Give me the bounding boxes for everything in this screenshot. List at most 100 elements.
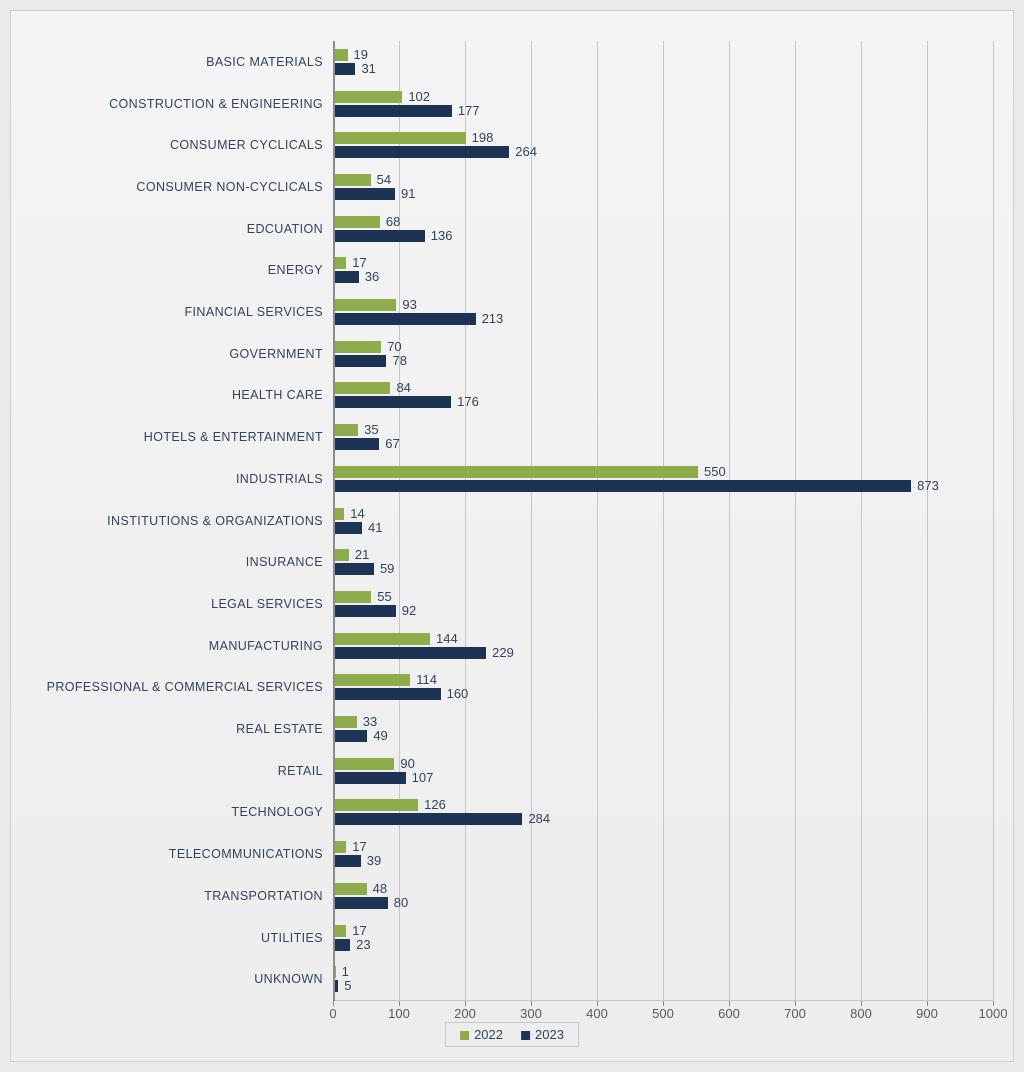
x-tick-label: 0 xyxy=(329,1006,336,1021)
category-group: CONSTRUCTION & ENGINEERING102177 xyxy=(333,83,993,125)
bar-2023 xyxy=(335,230,425,242)
bar-2022 xyxy=(335,591,371,603)
bar-2023 xyxy=(335,146,509,158)
grid-line xyxy=(993,41,994,1001)
bar-value-2023: 41 xyxy=(368,520,382,535)
bar-value-2023: 107 xyxy=(412,770,434,785)
category-group: INDUSTRIALS550873 xyxy=(333,458,993,500)
category-group: MANUFACTURING144229 xyxy=(333,625,993,667)
bar-2022 xyxy=(335,216,380,228)
bar-2022 xyxy=(335,174,371,186)
bar-2022 xyxy=(335,257,346,269)
x-tick-label: 800 xyxy=(850,1006,872,1021)
category-label: EDCUATION xyxy=(13,222,323,236)
bar-2023 xyxy=(335,522,362,534)
bar-2023 xyxy=(335,563,374,575)
bar-value-2022: 19 xyxy=(354,47,368,62)
x-tick-label: 300 xyxy=(520,1006,542,1021)
category-label: INSTITUTIONS & ORGANIZATIONS xyxy=(13,514,323,528)
bar-value-2023: 23 xyxy=(356,937,370,952)
bar-2022 xyxy=(335,91,402,103)
x-tick-label: 100 xyxy=(388,1006,410,1021)
bar-value-2023: 80 xyxy=(394,895,408,910)
x-tick-label: 600 xyxy=(718,1006,740,1021)
category-group: TRANSPORTATION4880 xyxy=(333,875,993,917)
bar-value-2022: 48 xyxy=(373,881,387,896)
bar-2022 xyxy=(335,758,394,770)
bar-2022 xyxy=(335,883,367,895)
bar-2023 xyxy=(335,772,406,784)
bar-2023 xyxy=(335,480,911,492)
bar-value-2022: 14 xyxy=(350,506,364,521)
bar-value-2023: 5 xyxy=(344,978,351,993)
legend-label-2023: 2023 xyxy=(535,1027,564,1042)
bar-2022 xyxy=(335,925,346,937)
bar-2022 xyxy=(335,674,410,686)
legend-item-2023: 2023 xyxy=(521,1027,564,1042)
category-label: ENERGY xyxy=(13,263,323,277)
category-label: UNKNOWN xyxy=(13,972,323,986)
bar-value-2022: 17 xyxy=(352,255,366,270)
category-group: HEALTH CARE84176 xyxy=(333,375,993,417)
x-tick-label: 500 xyxy=(652,1006,674,1021)
bar-value-2023: 213 xyxy=(482,311,504,326)
category-label: PROFESSIONAL & COMMERCIAL SERVICES xyxy=(13,680,323,694)
category-group: UNKNOWN15 xyxy=(333,958,993,1000)
category-group: BASIC MATERIALS1931 xyxy=(333,41,993,83)
bar-value-2023: 39 xyxy=(367,853,381,868)
category-group: FINANCIAL SERVICES93213 xyxy=(333,291,993,333)
category-group: INSURANCE2159 xyxy=(333,541,993,583)
x-tick-label: 900 xyxy=(916,1006,938,1021)
bar-value-2023: 264 xyxy=(515,144,537,159)
chart-frame: 01002003004005006007008009001000BASIC MA… xyxy=(10,10,1014,1062)
bar-value-2023: 36 xyxy=(365,269,379,284)
category-group: GOVERNMENT7078 xyxy=(333,333,993,375)
bar-value-2022: 17 xyxy=(352,839,366,854)
bar-value-2022: 102 xyxy=(408,89,430,104)
bar-2023 xyxy=(335,63,355,75)
bar-2022 xyxy=(335,508,344,520)
legend-label-2022: 2022 xyxy=(474,1027,503,1042)
bar-value-2022: 33 xyxy=(363,714,377,729)
bar-2022 xyxy=(335,49,348,61)
category-label: INDUSTRIALS xyxy=(13,472,323,486)
category-label: CONSTRUCTION & ENGINEERING xyxy=(13,97,323,111)
category-label: TRANSPORTATION xyxy=(13,889,323,903)
swatch-2023-icon xyxy=(521,1031,530,1040)
x-tick-label: 1000 xyxy=(979,1006,1008,1021)
bar-2023 xyxy=(335,897,388,909)
bar-2023 xyxy=(335,605,396,617)
category-label: MANUFACTURING xyxy=(13,639,323,653)
bar-value-2022: 550 xyxy=(704,464,726,479)
bar-2023 xyxy=(335,188,395,200)
bar-value-2023: 177 xyxy=(458,103,480,118)
category-label: TECHNOLOGY xyxy=(13,805,323,819)
category-group: PROFESSIONAL & COMMERCIAL SERVICES114160 xyxy=(333,667,993,709)
category-label: UTILITIES xyxy=(13,931,323,945)
x-tick-label: 200 xyxy=(454,1006,476,1021)
category-group: UTILITIES1723 xyxy=(333,917,993,959)
category-label: BASIC MATERIALS xyxy=(13,55,323,69)
bar-value-2022: 17 xyxy=(352,923,366,938)
category-label: HEALTH CARE xyxy=(13,388,323,402)
bar-2022 xyxy=(335,841,346,853)
bar-value-2023: 59 xyxy=(380,561,394,576)
category-group: TECHNOLOGY126284 xyxy=(333,792,993,834)
category-group: RETAIL90107 xyxy=(333,750,993,792)
bar-value-2022: 90 xyxy=(400,756,414,771)
bar-value-2022: 68 xyxy=(386,214,400,229)
category-group: HOTELS & ENTERTAINMENT3567 xyxy=(333,416,993,458)
bar-2023 xyxy=(335,313,476,325)
bar-value-2022: 198 xyxy=(472,130,494,145)
bar-value-2022: 114 xyxy=(416,672,437,687)
bar-2023 xyxy=(335,647,486,659)
category-label: RETAIL xyxy=(13,764,323,778)
category-label: HOTELS & ENTERTAINMENT xyxy=(13,430,323,444)
category-label: REAL ESTATE xyxy=(13,722,323,736)
bar-value-2023: 229 xyxy=(492,645,514,660)
bar-value-2023: 873 xyxy=(917,478,939,493)
x-tick-label: 700 xyxy=(784,1006,806,1021)
category-group: EDCUATION68136 xyxy=(333,208,993,250)
category-label: INSURANCE xyxy=(13,555,323,569)
bar-2023 xyxy=(335,980,338,992)
